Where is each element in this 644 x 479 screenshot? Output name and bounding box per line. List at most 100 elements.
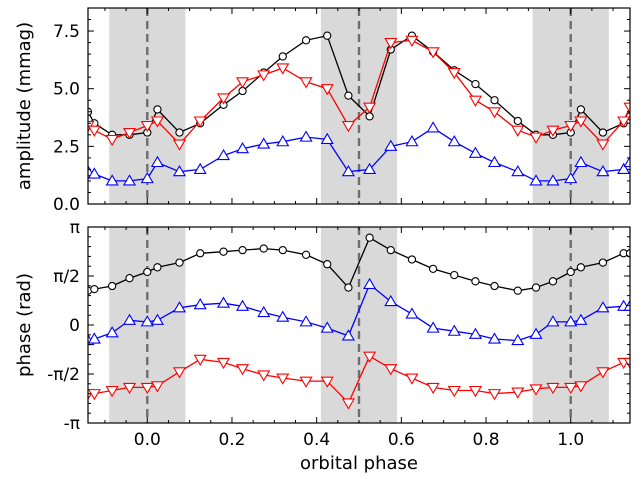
down-triangle-marker bbox=[487, 389, 502, 401]
circle-marker bbox=[301, 36, 311, 45]
up-triangle-marker bbox=[426, 321, 440, 333]
up-triangle-marker bbox=[140, 315, 154, 327]
up-triangle-marker bbox=[363, 277, 377, 289]
up-triangle-marker bbox=[574, 155, 588, 168]
up-triangle-marker bbox=[546, 174, 560, 186]
up-triangle-marker bbox=[140, 171, 154, 184]
down-triangle-marker bbox=[468, 95, 483, 107]
circle-marker bbox=[238, 86, 247, 96]
circle-marker bbox=[513, 286, 522, 295]
up-triangle-marker bbox=[596, 301, 610, 313]
up-triangle-marker bbox=[150, 313, 165, 325]
x-tick-label: 0.8 bbox=[473, 430, 500, 450]
circle-marker bbox=[175, 128, 184, 137]
up-triangle-marker bbox=[235, 299, 250, 311]
down-triangle-marker bbox=[623, 357, 630, 370]
circle-marker bbox=[323, 260, 332, 269]
down-triangle-marker bbox=[596, 367, 610, 379]
down-triangle-marker bbox=[384, 364, 398, 376]
up-triangle-marker bbox=[193, 162, 207, 174]
down-triangle-marker bbox=[105, 134, 119, 147]
down-triangle-marker bbox=[122, 382, 137, 395]
up-triangle-marker bbox=[299, 315, 313, 327]
down-triangle-marker bbox=[88, 125, 101, 137]
circle-marker bbox=[576, 105, 586, 114]
circle-marker bbox=[175, 258, 184, 267]
down-triangle-marker bbox=[235, 364, 250, 376]
down-triangle-marker bbox=[320, 376, 334, 388]
up-triangle-marker bbox=[150, 155, 165, 168]
x-tick-label: 0.4 bbox=[303, 430, 330, 450]
circle-marker bbox=[531, 283, 541, 292]
circle-marker bbox=[428, 264, 438, 274]
up-triangle-marker bbox=[405, 307, 419, 319]
up-triangle-marker bbox=[511, 165, 525, 177]
up-triangle-marker bbox=[468, 146, 483, 158]
up-triangle-marker bbox=[447, 324, 461, 336]
up-triangle-marker bbox=[276, 310, 290, 322]
up-triangle-marker bbox=[276, 135, 290, 147]
x-tick-label: 0.6 bbox=[388, 430, 415, 450]
up-triangle-marker bbox=[341, 165, 355, 177]
circle-marker bbox=[107, 281, 117, 291]
up-triangle-marker bbox=[487, 332, 502, 344]
y-axis-label: phase (rad) bbox=[14, 273, 35, 377]
y-tick-label: 0 bbox=[69, 316, 80, 336]
down-triangle-marker bbox=[140, 382, 154, 395]
down-triangle-marker bbox=[405, 35, 419, 47]
circle-marker bbox=[598, 258, 608, 267]
y-tick-label: π/2 bbox=[53, 267, 80, 287]
circle-marker bbox=[490, 96, 499, 105]
up-triangle-marker bbox=[617, 162, 630, 174]
circle-marker bbox=[153, 263, 162, 272]
down-triangle-marker bbox=[574, 116, 588, 128]
up-triangle-marker bbox=[216, 296, 231, 308]
up-triangle-marker bbox=[299, 130, 313, 142]
down-triangle-marker bbox=[172, 367, 187, 379]
up-triangle-marker bbox=[122, 313, 137, 325]
circle-marker bbox=[365, 233, 374, 242]
up-triangle-marker bbox=[257, 305, 271, 318]
circle-marker bbox=[548, 277, 558, 286]
up-triangle-marker bbox=[235, 141, 250, 154]
circle-marker bbox=[576, 263, 586, 272]
circle-marker bbox=[301, 250, 311, 259]
up-triangle-marker bbox=[564, 315, 578, 327]
down-triangle-marker bbox=[299, 77, 313, 89]
circle-marker bbox=[259, 244, 268, 253]
up-triangle-marker bbox=[529, 174, 543, 186]
up-triangle-marker bbox=[384, 294, 398, 307]
circle-marker bbox=[450, 270, 459, 280]
circle-marker bbox=[625, 249, 630, 258]
y-tick-label: 2.5 bbox=[53, 137, 80, 157]
down-triangle-marker bbox=[447, 385, 461, 398]
down-triangle-marker bbox=[122, 127, 137, 140]
plot-area bbox=[88, 227, 630, 423]
up-triangle-marker bbox=[122, 174, 137, 186]
down-triangle-marker bbox=[529, 132, 543, 144]
circle-marker bbox=[386, 245, 395, 255]
up-triangle-marker bbox=[546, 315, 560, 327]
down-triangle-marker bbox=[320, 84, 334, 96]
down-triangle-marker bbox=[546, 382, 560, 395]
circle-marker bbox=[278, 245, 287, 255]
y-tick-label: 5.0 bbox=[53, 80, 80, 100]
y-tick-label: 0.0 bbox=[53, 195, 80, 215]
down-triangle-marker bbox=[511, 125, 525, 137]
up-triangle-marker bbox=[511, 333, 525, 346]
circle-marker bbox=[143, 267, 152, 277]
down-triangle-marker bbox=[341, 121, 355, 133]
up-triangle-marker bbox=[405, 135, 419, 147]
up-triangle-marker bbox=[596, 165, 610, 177]
down-triangle-marker bbox=[216, 93, 231, 105]
down-triangle-marker bbox=[193, 354, 207, 367]
down-triangle-marker bbox=[193, 116, 207, 128]
up-triangle-marker bbox=[426, 121, 440, 133]
down-triangle-marker bbox=[564, 121, 578, 133]
down-triangle-marker bbox=[150, 116, 165, 128]
down-triangle-marker bbox=[405, 373, 419, 385]
down-triangle-marker bbox=[487, 107, 502, 119]
down-triangle-marker bbox=[150, 381, 165, 393]
up-triangle-marker bbox=[105, 174, 119, 186]
down-triangle-marker bbox=[276, 373, 290, 385]
